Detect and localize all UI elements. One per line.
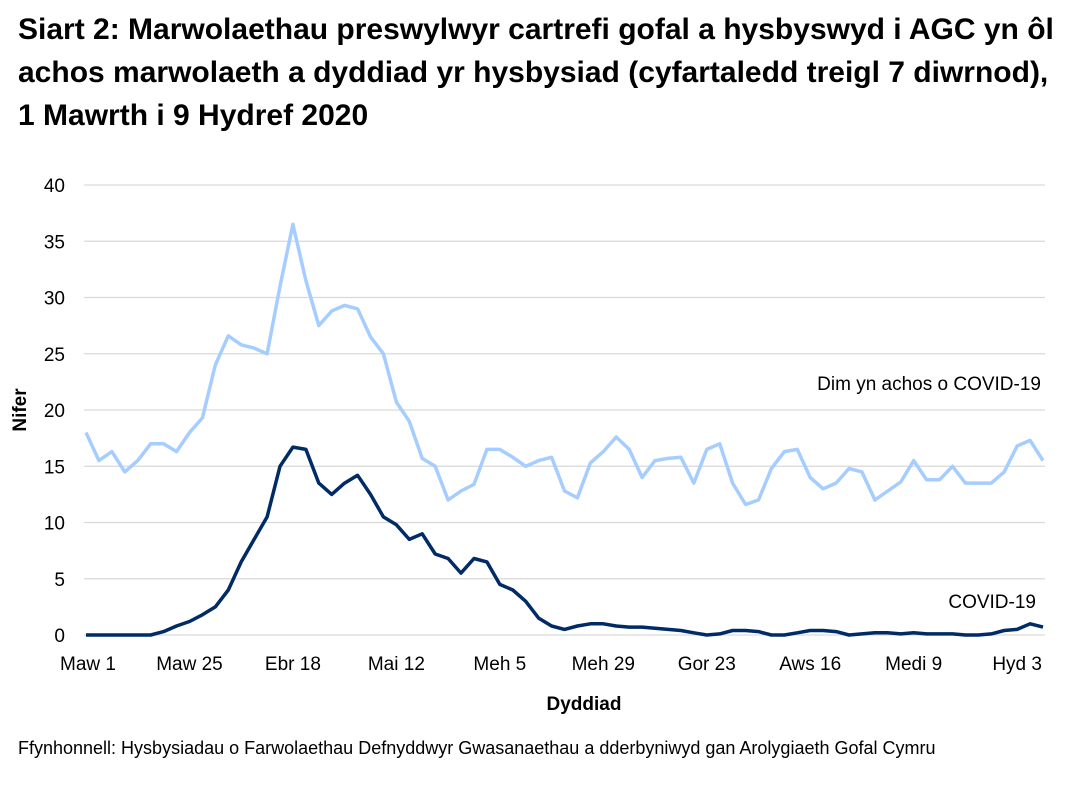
- source-note: Ffynhonnell: Hysbysiadau o Farwolaethau …: [18, 738, 936, 758]
- x-tick-label: Medi 9: [885, 654, 942, 675]
- x-tick-label: Ebr 18: [265, 654, 321, 675]
- x-axis-label: Dyddiad: [547, 694, 622, 715]
- series-lines: [84, 222, 1045, 637]
- x-tick-label: Maw 1: [60, 654, 116, 675]
- y-axis-ticks: 0 5 10 15 20 25 30 35 40: [44, 176, 65, 647]
- series-line-non-covid: [84, 222, 1045, 507]
- series-label-covid: COVID-19: [948, 592, 1036, 613]
- x-tick-label: Aws 16: [779, 654, 841, 675]
- x-tick-label: Gor 23: [678, 654, 736, 675]
- y-tick-label: 25: [44, 345, 65, 366]
- y-tick-label: 0: [54, 626, 65, 647]
- x-axis-ticks: Maw 1 Maw 25 Ebr 18 Mai 12 Meh 5 Meh 29 Gor 23…: [60, 654, 1042, 675]
- x-tick-label: Mai 12: [368, 654, 425, 675]
- series-line-covid: [86, 445, 1044, 637]
- y-tick-label: 10: [44, 514, 65, 535]
- y-tick-label: 20: [44, 401, 65, 422]
- y-axis-label: Nifer: [10, 388, 31, 432]
- x-tick-label: Maw 25: [156, 654, 223, 675]
- x-tick-label: Hyd 3: [992, 654, 1042, 675]
- y-tick-label: 15: [44, 457, 65, 478]
- y-tick-label: 30: [44, 289, 65, 310]
- y-tick-label: 5: [54, 570, 65, 591]
- y-tick-label: 35: [44, 232, 65, 253]
- chart-title: Siart 2: Marwolaethau preswylwyr cartref…: [18, 13, 1054, 132]
- gridlines: [84, 184, 1045, 636]
- x-tick-label: Meh 5: [473, 654, 526, 675]
- y-tick-label: 40: [44, 176, 65, 197]
- series-label-non-covid: Dim yn achos o COVID-19: [817, 374, 1041, 395]
- x-tick-label: Meh 29: [572, 654, 635, 675]
